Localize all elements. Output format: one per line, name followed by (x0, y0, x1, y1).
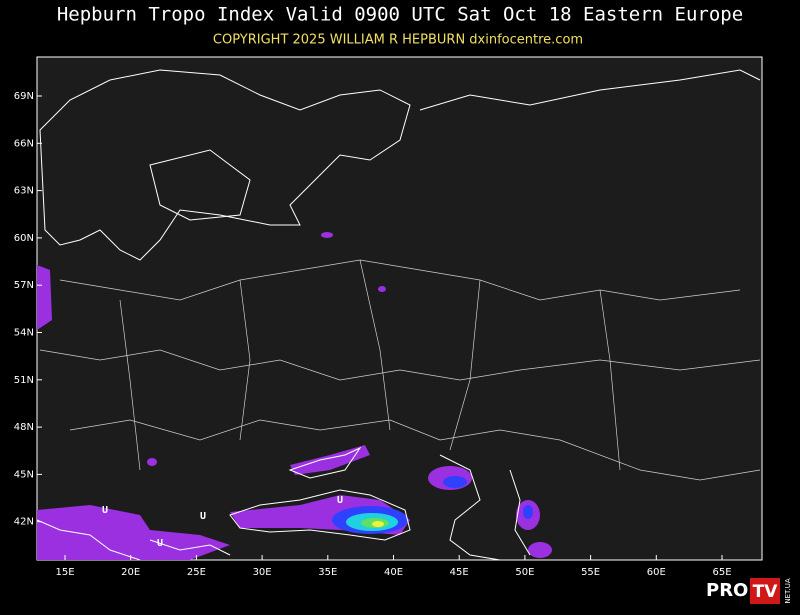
marker: U (102, 505, 108, 516)
lat-label: 42N (14, 517, 34, 528)
lon-label: 50E (515, 567, 534, 578)
tropo-overlay (37, 232, 552, 560)
lon-label: 55E (581, 567, 600, 578)
lon-label: 40E (384, 567, 403, 578)
watermark: PRO TV NET.UA (706, 578, 792, 604)
axis-ticks: 69N 66N 63N 60N 57N 54N 51N 48N 45N 42N 15E 20E 25E 3… (14, 91, 732, 578)
watermark-brand: PRO (706, 580, 748, 601)
lon-label: 20E (121, 567, 140, 578)
lat-label: 45N (14, 469, 34, 480)
copyright: COPYRIGHT 2025 WILLIAM R HEPBURN dxinfoc… (213, 33, 583, 48)
lat-label: 48N (14, 422, 34, 433)
lon-label: 30E (253, 567, 272, 578)
lon-label: 45E (450, 567, 469, 578)
lon-label: 60E (647, 567, 666, 578)
title: Hepburn Tropo Index Valid 0900 UTC Sat O… (57, 4, 743, 26)
lat-label: 51N (14, 375, 34, 386)
watermark-domain: NET.UA (784, 578, 792, 603)
lat-label: 66N (14, 138, 34, 149)
marker: U (200, 511, 206, 522)
lat-label: 60N (14, 233, 34, 244)
coastlines (36, 69, 761, 561)
lat-label: 63N (14, 186, 34, 197)
lon-label: 15E (55, 567, 74, 578)
borders (39, 259, 761, 481)
map-frame (36, 56, 763, 561)
lat-label: 69N (14, 91, 34, 102)
lat-label: 54N (14, 328, 34, 339)
lon-label: 65E (712, 567, 731, 578)
lat-label: 57N (14, 280, 34, 291)
watermark-badge: TV (753, 582, 779, 602)
watermark-badge-box (750, 578, 780, 604)
lon-label: 35E (318, 567, 337, 578)
lon-label: 25E (187, 567, 206, 578)
marker: U (157, 538, 163, 549)
marker: U (337, 495, 343, 506)
